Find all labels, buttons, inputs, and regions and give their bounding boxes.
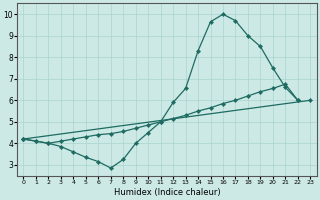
X-axis label: Humidex (Indice chaleur): Humidex (Indice chaleur) (114, 188, 220, 197)
